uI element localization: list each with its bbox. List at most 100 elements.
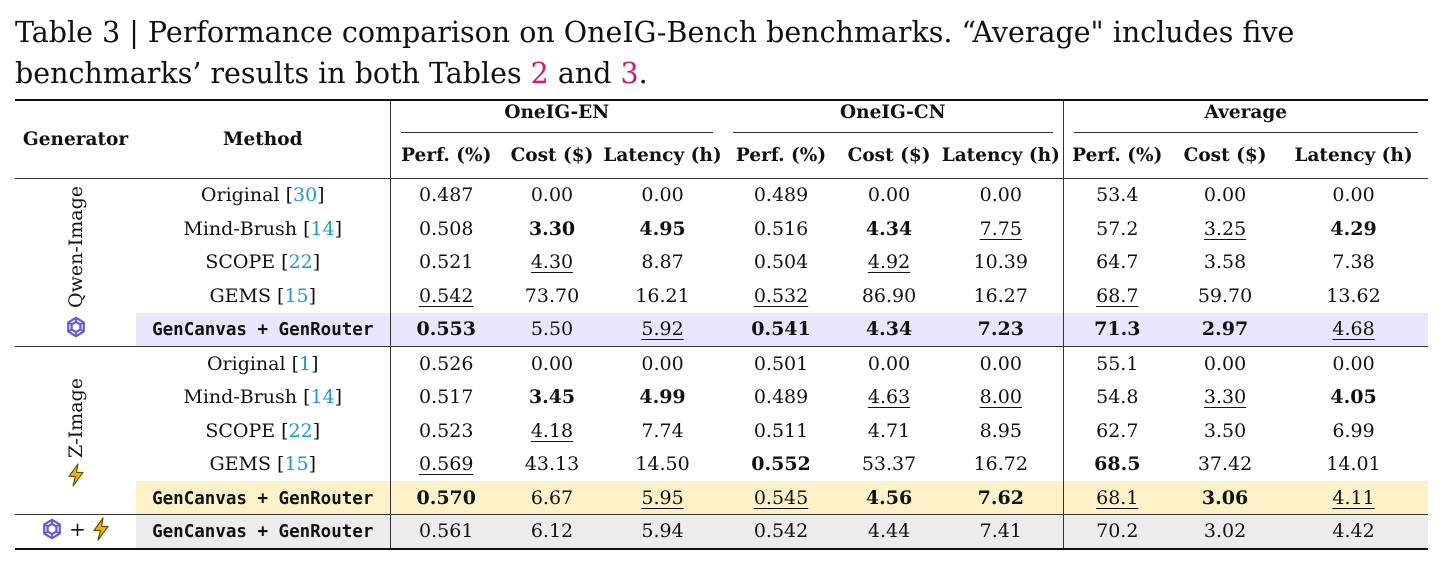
avg-perf-value: 71.3 xyxy=(1063,312,1172,347)
table-row: Qwen-Image Original [30] 0.487 0.00 0.00 0.48… xyxy=(15,177,1429,347)
generator-cell: Qwen-Image xyxy=(15,177,136,347)
comparison-table: Generator Method OneIG-EN OneIG-CN Avera… xyxy=(15,99,1429,550)
cn-perf-value: 0.545 xyxy=(723,481,840,515)
avg-latency-value: 4.11 xyxy=(1279,481,1429,515)
avg-perf-value: 53.4 xyxy=(1063,177,1172,212)
en-cost-value: 0.00 xyxy=(502,177,602,212)
en-latency-value: 5.95 xyxy=(602,481,724,515)
cn-cost-value: 4.34 xyxy=(865,217,913,240)
table-2-link[interactable]: 2 xyxy=(530,57,549,90)
en-cost-value: 43.13 xyxy=(524,453,580,476)
citation-link[interactable]: [15] xyxy=(277,453,317,476)
header-group-row: Generator Method OneIG-EN OneIG-CN Avera… xyxy=(15,99,1429,178)
cn-cost-value: 4.34 xyxy=(839,312,940,347)
generator-label: Qwen-Image xyxy=(65,186,87,338)
en-cost-value: 0.00 xyxy=(502,345,602,381)
method-cell: GenCanvas + GenRouter xyxy=(136,312,391,347)
en-latency-header: Latency (h) xyxy=(603,145,722,167)
cn-perf-value: 0.532 xyxy=(753,284,809,307)
citation-link[interactable]: [22] xyxy=(281,419,321,442)
cn-perf-value: 0.542 xyxy=(723,514,840,550)
avg-latency-value: 14.01 xyxy=(1326,453,1381,476)
cn-latency-value: 7.23 xyxy=(939,312,1064,347)
citation-link[interactable]: [1] xyxy=(291,352,319,375)
avg-perf-value: 70.2 xyxy=(1063,514,1172,550)
avg-perf-value: 68.1 xyxy=(1063,481,1172,515)
plus-sign: + xyxy=(69,517,86,542)
en-latency-value: 5.94 xyxy=(602,514,724,550)
cn-latency-value: 0.00 xyxy=(939,177,1064,212)
method-cell: Original [1] xyxy=(136,345,391,381)
en-perf-value: 0.487 xyxy=(390,177,502,212)
avg-cost-value: 0.00 xyxy=(1171,345,1280,381)
en-perf-value: 0.526 xyxy=(390,345,502,381)
citation-link[interactable]: [14] xyxy=(303,385,343,408)
avg-cost-value: 3.02 xyxy=(1171,514,1280,550)
lightning-bolt-icon xyxy=(93,517,109,542)
avg-latency-value: 4.29 xyxy=(1330,217,1377,240)
en-cost-value: 3.45 xyxy=(528,385,576,408)
cn-latency-header: Latency (h) xyxy=(939,134,1064,178)
en-perf-value: 0.517 xyxy=(419,385,474,408)
table-caption: Table 3 | Performance comparison on OneI… xyxy=(15,12,1440,94)
en-latency-value: 4.99 xyxy=(639,385,686,408)
en-latency-value: 8.87 xyxy=(641,251,684,274)
avg-cost-value: 2.97 xyxy=(1171,312,1280,347)
table-row: Mind-Brush [14] 0.517 3.45 4.99 0.489 4.63 8.0… xyxy=(15,380,1428,414)
en-latency-value: 0.00 xyxy=(602,345,724,381)
average-header: Average xyxy=(1063,99,1429,134)
table-row: SCOPE [22] 0.523 4.18 7.74 0.511 4.71 8.95 62.7… xyxy=(15,413,1428,448)
cn-cost-value: 53.37 xyxy=(861,453,917,476)
cn-perf-value: 0.516 xyxy=(753,217,809,240)
en-perf-header: Perf. (%) xyxy=(401,145,492,167)
en-perf-value: 0.508 xyxy=(419,217,474,240)
citation-link[interactable]: [22] xyxy=(281,251,321,274)
cn-cost-value: 4.92 xyxy=(867,251,911,274)
combined-generator-cell: + xyxy=(15,514,136,550)
avg-latency-value: 4.68 xyxy=(1279,312,1429,347)
cn-latency-value: 16.27 xyxy=(939,279,1064,313)
cn-cost-value: 4.71 xyxy=(867,419,911,442)
en-cost-value: 5.50 xyxy=(502,312,602,347)
generator-label: Z-Image xyxy=(64,378,88,487)
header-sub-row: Perf. (%) Cost ($) Latency (h) Perf. (%)… xyxy=(15,134,1428,178)
en-perf-value: 0.542 xyxy=(419,284,474,307)
cn-perf-value: 0.511 xyxy=(753,419,809,442)
en-perf-value: 0.561 xyxy=(390,514,502,550)
avg-latency-value: 6.99 xyxy=(1332,419,1375,442)
method-cell: Original [30] xyxy=(136,177,391,212)
cn-latency-value: 7.41 xyxy=(939,514,1064,550)
generator-cell: Z-Image xyxy=(15,345,136,515)
avg-perf-header: Perf. (%) xyxy=(1072,145,1163,167)
cn-latency-value: 7.75 xyxy=(939,211,1064,246)
en-latency-value: 0.00 xyxy=(602,177,724,212)
oneig-cn-header: OneIG-CN xyxy=(723,99,1064,134)
cn-perf-header: Perf. (%) xyxy=(735,145,827,167)
method-cell: GenCanvas + GenRouter xyxy=(136,514,391,550)
citation-link[interactable]: [15] xyxy=(277,284,317,307)
citation-link[interactable]: [30] xyxy=(285,184,325,207)
table-body: Qwen-Image Original [30] 0.487 0.00 0.00 0.48… xyxy=(15,177,1429,550)
avg-perf-value: 68.7 xyxy=(1096,284,1139,307)
cn-cost-value: 0.00 xyxy=(839,177,940,212)
cn-perf-value: 0.504 xyxy=(753,251,809,274)
en-latency-value: 7.74 xyxy=(641,419,684,442)
en-latency-value: 5.92 xyxy=(602,312,724,347)
table-row: GenCanvas + GenRouter 0.570 6.67 5.95 0.545 4… xyxy=(15,481,1429,515)
cn-perf-value: 0.501 xyxy=(723,345,840,381)
caption-and: and xyxy=(548,57,621,90)
avg-latency-value: 7.38 xyxy=(1332,251,1375,274)
cn-latency-value: 8.00 xyxy=(939,380,1064,414)
generator-name: Qwen-Image xyxy=(64,186,87,309)
avg-perf-value: 64.7 xyxy=(1096,251,1139,274)
en-cost-header: Cost ($) xyxy=(510,145,594,167)
en-cost-value: 73.70 xyxy=(524,284,580,307)
cn-cost-value: 0.00 xyxy=(839,345,940,381)
citation-link[interactable]: [14] xyxy=(303,217,343,240)
avg-latency-header: Latency (h) xyxy=(1294,145,1413,167)
table-row: GEMS [15] 0.569 43.13 14.50 0.552 53.37 16.72 6… xyxy=(15,447,1428,482)
table-row: Z-Image Original [1] 0.526 0.00 0.00 0.501 0.0… xyxy=(15,345,1429,515)
method-cell: Mind-Brush [14] xyxy=(136,211,391,246)
cn-latency-value: 8.95 xyxy=(939,413,1064,448)
table-3-link[interactable]: 3 xyxy=(620,57,639,90)
